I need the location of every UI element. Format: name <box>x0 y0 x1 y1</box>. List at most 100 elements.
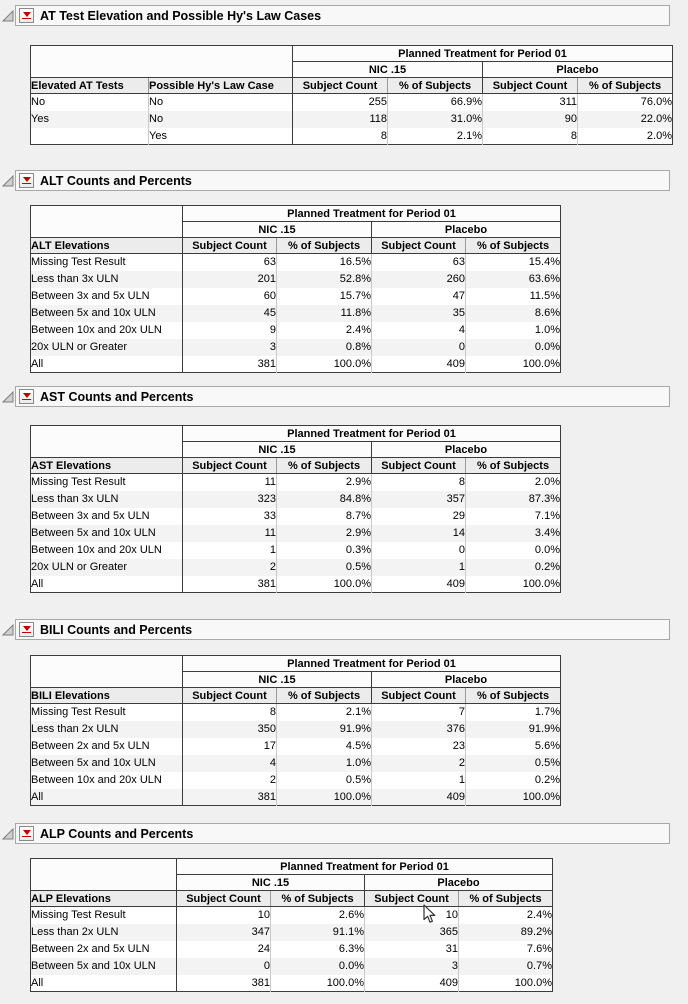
value-cell: 100.0% <box>276 788 372 806</box>
value-cell: 2.6% <box>270 906 365 924</box>
table-row: Missing Test Result 63 16.5% 63 15.4% <box>31 253 561 271</box>
table-corner-cell <box>30 655 183 688</box>
outline-title-bar: BILI Counts and Percents <box>15 619 670 640</box>
value-cell: 0.2% <box>465 558 561 576</box>
value-cell: 47 <box>371 287 466 305</box>
value-cell: 52.8% <box>276 270 372 288</box>
value-cell: 4 <box>371 321 466 339</box>
value-cell: 409 <box>364 974 459 992</box>
value-cell: 2.4% <box>276 321 372 339</box>
treatment-group-header: Placebo <box>364 874 553 891</box>
value-cell: 11 <box>182 524 277 542</box>
value-cell: 35 <box>371 304 466 322</box>
red-triangle-underline <box>22 836 31 837</box>
value-cell: 376 <box>371 720 466 738</box>
table-row: Between 5x and 10x ULN 4 1.0% 2 0.5% <box>30 754 561 772</box>
value-cell: 323 <box>182 490 277 508</box>
treatment-group-header: Placebo <box>371 221 561 238</box>
value-cell: 4.5% <box>276 737 372 755</box>
alt-counts-table: Planned Treatment for Period 01 NIC .15 Pl… <box>30 205 561 373</box>
disclosure-triangle-icon[interactable] <box>2 391 14 403</box>
table-row: 20x ULN or Greater 2 0.5% 1 0.2% <box>30 558 561 576</box>
row-label-cell: Yes <box>31 113 49 125</box>
value-cell: 5.6% <box>465 737 561 755</box>
treatment-spanner-header: Planned Treatment for Period 01 <box>176 858 553 875</box>
value-cell: 0.5% <box>276 558 372 576</box>
value-cell: 8 <box>182 703 277 721</box>
table-row: Between 3x and 5x ULN 33 8.7% 29 7.1% <box>31 507 561 525</box>
value-cell: 365 <box>364 923 459 941</box>
red-triangle-menu-button[interactable] <box>19 622 34 637</box>
table-row: All 381 100.0% 409 100.0% <box>30 788 561 806</box>
treatment-group-header: NIC .15 <box>182 671 372 688</box>
value-cell: 17 <box>182 737 277 755</box>
value-cell: 1 <box>371 558 466 576</box>
red-triangle-menu-button[interactable] <box>19 8 34 23</box>
value-cell: 0.5% <box>276 771 372 789</box>
value-cell: 311 <box>482 93 578 111</box>
value-cell: 0 <box>371 541 466 559</box>
table-row: Between 5x and 10x ULN 0 0.0% 3 0.7% <box>30 957 553 975</box>
value-cell: 87.3% <box>465 490 561 508</box>
value-cell: 357 <box>371 490 466 508</box>
value-cell: 2.1% <box>387 127 483 145</box>
stat-column-header: Subject Count <box>182 457 277 474</box>
value-cell: 4 <box>182 754 277 772</box>
row-label-cell: No <box>148 93 293 111</box>
disclosure-triangle-icon[interactable] <box>2 175 14 187</box>
row-label-cell: Less than 2x ULN <box>31 723 119 735</box>
red-triangle-underline <box>22 632 31 633</box>
row-label-cell: Between 10x and 20x ULN <box>31 774 162 786</box>
outline-title-bar: ALP Counts and Percents <box>15 823 670 844</box>
row-label-column-header: ALT Elevations <box>30 237 183 254</box>
stat-column-header: Subject Count <box>364 890 459 907</box>
value-cell: 33 <box>182 507 277 525</box>
value-cell: 1 <box>182 541 277 559</box>
alp-counts-table: Planned Treatment for Period 01 NIC .15 Pl… <box>30 858 553 992</box>
row-label-cell: Between 10x and 20x ULN <box>31 324 162 336</box>
value-cell: 63 <box>371 253 466 271</box>
value-cell: 2.4% <box>458 906 553 924</box>
value-cell: 1.0% <box>276 754 372 772</box>
value-cell: 2.0% <box>577 127 673 145</box>
row-label-column-header: BILI Elevations <box>30 687 183 704</box>
red-triangle-menu-button[interactable] <box>19 173 34 188</box>
disclosure-triangle-icon[interactable] <box>2 828 14 840</box>
row-label-column-header: AST Elevations <box>30 457 183 474</box>
stat-column-header: Subject Count <box>292 77 388 94</box>
value-cell: 29 <box>371 507 466 525</box>
value-cell: 11 <box>182 473 277 491</box>
row-label-cell: Less than 3x ULN <box>31 273 119 285</box>
value-cell: 2.0% <box>465 473 561 491</box>
value-cell: 8 <box>292 127 388 145</box>
value-cell: 16.5% <box>276 253 372 271</box>
outline-title-bar: ALT Counts and Percents <box>15 170 670 191</box>
red-triangle-menu-button[interactable] <box>19 826 34 841</box>
value-cell: 0 <box>176 957 271 975</box>
value-cell: 0.8% <box>276 338 372 356</box>
stat-column-header: % of Subjects <box>276 457 372 474</box>
value-cell: 8.7% <box>276 507 372 525</box>
row-label-cell: 20x ULN or Greater <box>31 341 127 353</box>
value-cell: 118 <box>292 110 388 128</box>
row-label-cell: All <box>31 577 44 590</box>
row-label-cell: Between 2x and 5x ULN <box>31 740 150 752</box>
value-cell: 0.0% <box>465 541 561 559</box>
row-label-cell: 20x ULN or Greater <box>31 561 127 573</box>
table-row: Missing Test Result 8 2.1% 7 1.7% <box>31 703 561 721</box>
table-row: Less than 2x ULN 350 91.9% 376 91.9% <box>30 720 561 738</box>
disclosure-triangle-icon[interactable] <box>2 10 14 22</box>
value-cell: 10 <box>176 906 271 924</box>
value-cell: 100.0% <box>458 974 553 992</box>
disclosure-triangle-icon[interactable] <box>2 624 14 636</box>
value-cell: 409 <box>371 355 466 373</box>
treatment-spanner-header: Planned Treatment for Period 01 <box>182 205 561 222</box>
row-label-cell: Less than 3x ULN <box>31 493 119 505</box>
bili-counts-table: Planned Treatment for Period 01 NIC .15 Pl… <box>30 655 561 806</box>
value-cell: 7 <box>371 703 466 721</box>
table-row: Yes No 118 31.0% 90 22.0% <box>30 110 673 128</box>
stat-column-header: % of Subjects <box>465 457 561 474</box>
value-cell: 60 <box>182 287 277 305</box>
value-cell: 381 <box>176 974 271 992</box>
red-triangle-menu-button[interactable] <box>19 389 34 404</box>
